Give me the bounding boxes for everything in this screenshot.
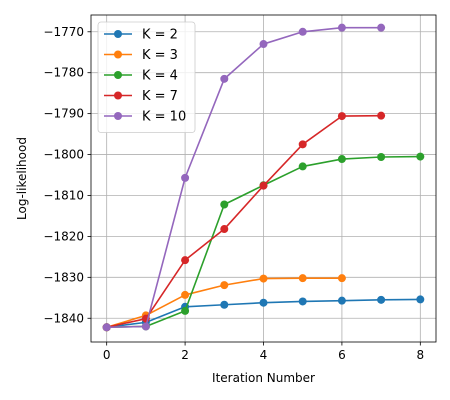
y-axis-label: Log-likelihood	[15, 137, 29, 220]
data-point	[337, 296, 346, 305]
data-point	[337, 155, 346, 164]
data-point	[377, 153, 386, 162]
legend-label: K = 7	[142, 89, 178, 104]
legend-label: K = 2	[142, 28, 178, 43]
data-point	[416, 295, 425, 304]
data-point	[181, 306, 190, 315]
x-tick-label: 2	[181, 348, 189, 362]
legend-swatch-marker	[114, 50, 122, 59]
data-point	[298, 140, 307, 149]
data-point	[377, 111, 386, 120]
data-point	[337, 274, 346, 283]
x-tick-label: 0	[103, 348, 111, 362]
y-tick-label: −1830	[43, 270, 84, 284]
y-tick-label: −1780	[43, 66, 84, 80]
x-axis-label: Iteration Number	[212, 371, 315, 385]
data-point	[102, 323, 111, 332]
legend-item: K = 3	[104, 48, 178, 63]
data-point	[377, 295, 386, 304]
series-line	[106, 26, 382, 329]
x-tick-label: 8	[416, 348, 424, 362]
legend-frame	[97, 21, 196, 133]
data-point	[298, 274, 307, 283]
legend-item: K = 2	[104, 28, 178, 43]
data-point	[298, 27, 307, 36]
legend-swatch-marker	[114, 112, 122, 120]
axis-ticks: 0 2 4 6 8 −1840 −1830 −1820 −1810 −1800 −1790 −1780…	[43, 25, 424, 362]
legend-label: K = 10	[142, 110, 186, 125]
data-point	[220, 74, 229, 83]
data-point	[259, 274, 268, 283]
series-k-2	[102, 295, 425, 332]
legend-item: K = 10	[104, 110, 186, 125]
data-point	[141, 322, 150, 331]
data-point	[220, 281, 229, 290]
legend-item: K = 7	[104, 89, 178, 104]
legend-item: K = 4	[104, 69, 178, 84]
data-point	[377, 23, 386, 32]
legend-swatch-marker	[114, 30, 122, 38]
legend: K = 2 K = 3 K = 4 K = 7 K = 10	[97, 21, 196, 133]
data-point	[259, 40, 268, 49]
x-tick-label: 6	[338, 348, 346, 362]
data-point	[298, 297, 307, 306]
y-tick-label: −1770	[43, 25, 84, 39]
legend-label: K = 4	[142, 69, 178, 84]
y-tick-label: −1810	[43, 188, 84, 202]
data-point	[220, 200, 229, 209]
data-point	[337, 23, 346, 32]
legend-label: K = 3	[142, 48, 178, 63]
data-point	[259, 298, 268, 307]
data-point	[181, 173, 190, 182]
data-point	[181, 256, 190, 265]
data-point	[337, 112, 346, 121]
data-point	[416, 152, 425, 161]
y-tick-label: −1800	[43, 148, 84, 162]
data-point	[220, 225, 229, 234]
data-point	[181, 290, 190, 299]
data-point	[298, 162, 307, 171]
y-tick-label: −1790	[43, 107, 84, 121]
legend-swatch-marker	[114, 71, 122, 79]
series-k-10	[102, 23, 386, 332]
y-tick-label: −1840	[43, 311, 84, 325]
x-tick-label: 4	[260, 348, 268, 362]
series-line	[106, 114, 382, 329]
series-layer	[102, 23, 425, 332]
data-point	[220, 300, 229, 309]
data-point	[259, 181, 268, 190]
legend-swatch-marker	[114, 91, 122, 100]
y-tick-label: −1820	[43, 229, 84, 243]
